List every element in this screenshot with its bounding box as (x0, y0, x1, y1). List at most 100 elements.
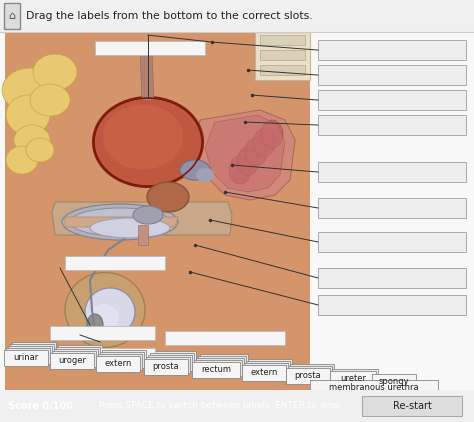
Bar (4, 3, 20, 29)
Ellipse shape (2, 68, 58, 112)
Polygon shape (65, 217, 178, 227)
Bar (52, 351, 96, 367)
Ellipse shape (229, 156, 251, 184)
Text: Score 0/100: Score 0/100 (8, 401, 73, 411)
Text: Press SPACE to switch between labels, ENTER to drop: Press SPACE to switch between labels, EN… (100, 401, 341, 411)
Ellipse shape (6, 95, 50, 135)
Ellipse shape (26, 138, 54, 162)
Text: ⌂: ⌂ (9, 11, 16, 21)
Bar (146, 357, 190, 373)
Polygon shape (255, 32, 310, 80)
Ellipse shape (62, 204, 178, 240)
Bar (318, 198, 466, 218)
Bar (102, 350, 146, 366)
Bar (286, 368, 330, 384)
Bar (244, 363, 288, 379)
Bar (246, 361, 290, 377)
Bar (98, 354, 142, 370)
Text: membranous urethra: membranous urethra (329, 384, 419, 392)
Bar (165, 331, 285, 345)
Bar (10, 344, 54, 360)
Ellipse shape (6, 146, 38, 174)
Bar (198, 356, 246, 372)
Bar (318, 268, 466, 288)
Bar (104, 348, 148, 364)
Bar (260, 35, 305, 45)
Ellipse shape (180, 160, 210, 180)
Polygon shape (138, 225, 148, 245)
Bar (318, 90, 466, 110)
Ellipse shape (90, 218, 170, 238)
Ellipse shape (237, 147, 259, 175)
Bar (318, 232, 466, 252)
Text: extern: extern (104, 360, 132, 368)
Polygon shape (140, 50, 154, 100)
Bar (50, 353, 94, 369)
Bar (310, 380, 438, 396)
Bar (100, 352, 144, 368)
Bar (150, 353, 194, 369)
Bar (318, 295, 466, 315)
Bar (4, 350, 48, 366)
Bar (290, 364, 334, 380)
Bar (96, 356, 140, 372)
Bar (56, 347, 100, 363)
Text: ureter: ureter (340, 374, 366, 384)
Ellipse shape (70, 208, 170, 236)
Bar (242, 365, 286, 381)
Bar (248, 359, 292, 375)
Text: rectum: rectum (201, 365, 231, 374)
Polygon shape (195, 110, 295, 200)
Text: Re-start: Re-start (392, 401, 431, 411)
Bar (65, 256, 165, 270)
Bar (144, 359, 188, 375)
Bar (260, 65, 305, 75)
Ellipse shape (133, 206, 163, 224)
Bar (50, 326, 155, 340)
Ellipse shape (33, 54, 77, 90)
Bar (40, 348, 155, 362)
Ellipse shape (93, 97, 203, 187)
Ellipse shape (196, 168, 214, 182)
Bar (200, 354, 248, 370)
Ellipse shape (87, 314, 103, 336)
Bar (95, 41, 205, 55)
Text: prosta: prosta (153, 362, 179, 371)
Bar (152, 351, 196, 367)
Ellipse shape (245, 138, 267, 166)
Ellipse shape (261, 120, 283, 148)
Bar (12, 342, 56, 358)
Text: urinar: urinar (13, 354, 38, 362)
Text: uroger: uroger (58, 357, 86, 365)
Bar (194, 360, 242, 376)
Text: spongy: spongy (379, 377, 410, 387)
Text: prosta: prosta (295, 371, 321, 381)
Bar (288, 366, 332, 382)
Ellipse shape (89, 304, 119, 332)
Bar (54, 349, 98, 365)
Text: Drag the labels from the bottom to the correct slots.: Drag the labels from the bottom to the c… (26, 11, 313, 21)
Ellipse shape (14, 125, 50, 155)
Ellipse shape (253, 129, 275, 157)
Polygon shape (52, 202, 232, 235)
Polygon shape (5, 32, 310, 390)
Bar (6, 348, 50, 364)
Bar (148, 355, 192, 371)
Ellipse shape (65, 273, 145, 347)
Bar (318, 115, 466, 135)
Bar (8, 346, 52, 362)
Bar (58, 345, 102, 361)
Ellipse shape (85, 288, 135, 336)
Text: extern: extern (250, 368, 278, 377)
Bar (318, 40, 466, 60)
Bar (318, 65, 466, 85)
Ellipse shape (103, 105, 183, 170)
Ellipse shape (30, 84, 70, 116)
Ellipse shape (147, 182, 189, 212)
Bar (260, 50, 305, 60)
Bar (362, 396, 462, 416)
Bar (192, 362, 240, 378)
Bar (196, 358, 244, 374)
Bar (372, 374, 416, 390)
Bar (318, 162, 466, 182)
